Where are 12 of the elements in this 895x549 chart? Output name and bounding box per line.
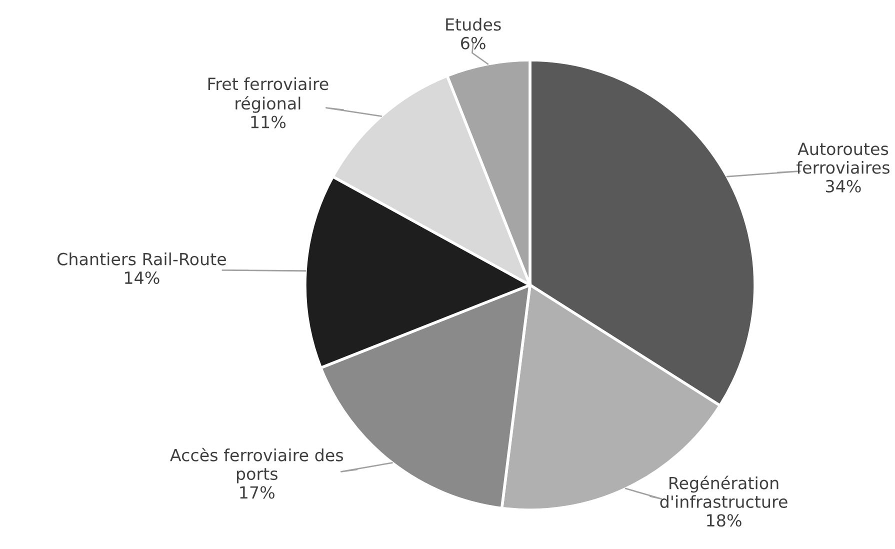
slice-label: Regénération d'infrastructure xyxy=(660,476,788,508)
data-label: 11% xyxy=(251,116,286,128)
data-label: 34% xyxy=(826,180,861,193)
slice-label: Autoroutes ferroviaires xyxy=(796,142,890,174)
data-label: 6% xyxy=(461,36,486,50)
slice-label: Fret ferroviaire régional xyxy=(208,77,328,113)
slice-label: Chantiers Rail-Route xyxy=(57,252,226,266)
data-label: 14% xyxy=(125,271,160,284)
data-label: 17% xyxy=(240,486,274,499)
data-label: 18% xyxy=(707,514,742,527)
slice-label: Accès ferroviaire des ports xyxy=(170,448,344,484)
slice-label: Etudes xyxy=(446,18,501,31)
